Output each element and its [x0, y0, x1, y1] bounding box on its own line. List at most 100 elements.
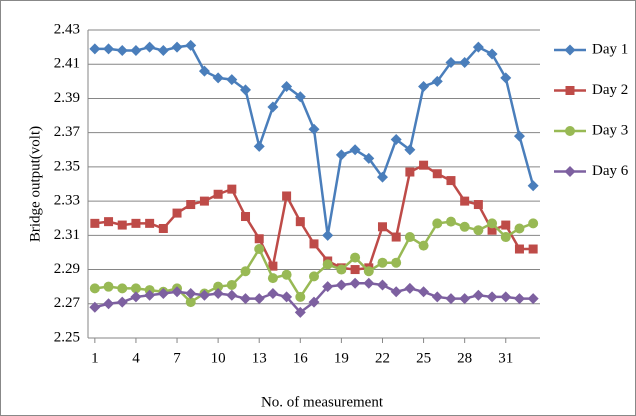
legend-label: Day 2: [592, 82, 628, 98]
marker: [335, 149, 347, 161]
marker: [212, 72, 224, 84]
marker: [335, 279, 347, 291]
marker: [419, 160, 429, 170]
marker: [500, 291, 512, 303]
marker: [418, 80, 430, 92]
x-tick-label: 28: [457, 350, 472, 366]
marker: [514, 244, 524, 254]
marker: [459, 221, 470, 232]
marker: [445, 293, 457, 305]
marker: [240, 266, 251, 277]
marker: [198, 289, 210, 301]
marker: [198, 65, 210, 77]
marker: [158, 223, 168, 233]
marker: [431, 75, 443, 87]
marker: [253, 293, 265, 305]
x-tick-label: 4: [132, 350, 140, 366]
marker: [254, 234, 264, 244]
marker: [376, 279, 388, 291]
y-tick-label: 2.37: [54, 124, 81, 140]
marker: [432, 218, 443, 229]
marker: [363, 277, 375, 289]
x-tick-label: 31: [498, 350, 513, 366]
marker: [391, 257, 402, 268]
marker: [363, 152, 375, 164]
marker: [513, 293, 525, 305]
x-tick-label: 22: [375, 350, 390, 366]
marker: [267, 288, 279, 300]
marker: [459, 57, 471, 69]
marker: [308, 123, 320, 135]
marker: [117, 220, 127, 230]
marker: [89, 43, 101, 55]
marker: [418, 240, 429, 251]
marker: [445, 216, 456, 227]
marker: [295, 217, 305, 227]
marker: [390, 286, 402, 298]
marker: [267, 101, 279, 113]
y-tick-label: 2.43: [54, 21, 80, 37]
marker: [157, 288, 169, 300]
marker: [89, 301, 101, 313]
marker: [226, 74, 238, 86]
marker: [565, 126, 575, 136]
marker: [103, 43, 115, 55]
marker: [500, 232, 511, 243]
x-tick-label: 13: [252, 350, 267, 366]
marker: [294, 306, 306, 318]
marker: [131, 218, 141, 228]
marker: [145, 218, 155, 228]
marker: [213, 281, 224, 292]
marker: [281, 80, 293, 92]
y-axis-label: Bridge output(volt): [27, 126, 43, 242]
marker: [212, 288, 224, 300]
marker: [213, 189, 223, 199]
marker: [241, 212, 251, 222]
marker: [322, 281, 334, 293]
marker: [350, 265, 360, 275]
marker: [103, 298, 115, 310]
marker: [487, 218, 498, 229]
marker: [527, 180, 539, 192]
marker: [405, 167, 415, 177]
marker: [116, 45, 128, 57]
marker: [267, 273, 278, 284]
legend-label: Day 6: [592, 163, 629, 179]
marker: [513, 130, 525, 142]
marker: [130, 45, 142, 57]
marker: [171, 41, 183, 53]
marker: [336, 264, 347, 275]
y-tick-label: 2.41: [54, 56, 80, 72]
marker: [486, 48, 498, 60]
marker: [404, 232, 415, 243]
marker: [90, 218, 100, 228]
marker: [103, 281, 114, 292]
marker: [349, 277, 361, 289]
marker: [185, 297, 196, 308]
marker: [432, 169, 442, 179]
marker: [254, 244, 265, 255]
marker: [226, 279, 237, 290]
x-tick-label: 10: [211, 350, 226, 366]
legend-label: Day 3: [592, 122, 628, 138]
marker: [322, 259, 333, 270]
y-tick-label: 2.31: [54, 227, 80, 243]
marker: [171, 286, 183, 298]
y-tick-label: 2.27: [54, 295, 81, 311]
marker: [500, 72, 512, 84]
y-tick-label: 2.35: [54, 158, 80, 174]
x-tick-label: 7: [173, 350, 181, 366]
marker: [104, 217, 114, 227]
legend-label: Day 1: [592, 41, 628, 57]
marker: [404, 282, 416, 294]
x-tick-label: 16: [293, 350, 309, 366]
marker: [240, 84, 252, 96]
x-tick-label: 25: [416, 350, 431, 366]
marker: [350, 252, 361, 263]
marker: [528, 218, 539, 229]
marker: [295, 291, 306, 302]
marker: [116, 296, 128, 308]
marker: [281, 291, 293, 303]
marker: [377, 257, 388, 268]
marker: [487, 225, 497, 235]
